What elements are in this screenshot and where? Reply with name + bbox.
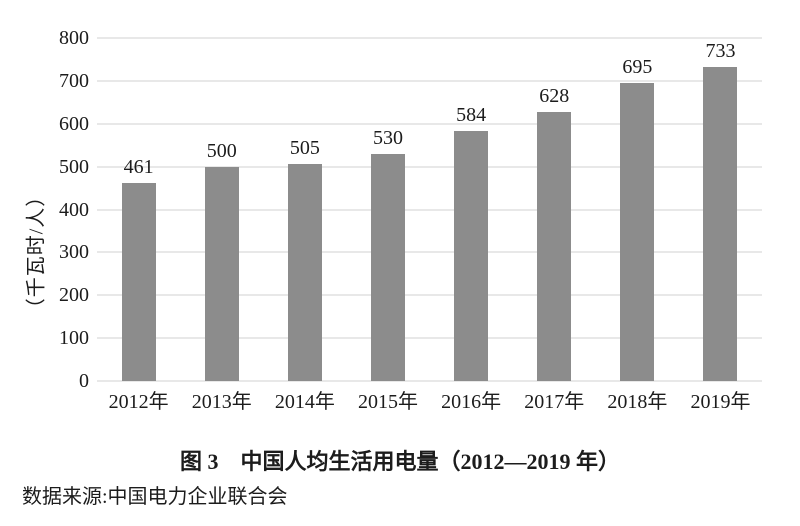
x-tick-label: 2012年 — [108, 391, 169, 413]
gridline — [97, 165, 762, 168]
bar — [370, 153, 405, 381]
gridline — [97, 37, 762, 39]
bar — [537, 111, 572, 381]
x-tick-label: 2013年 — [191, 391, 252, 413]
bar-value-label: 695 — [622, 56, 653, 79]
gridline — [97, 251, 762, 254]
gridline — [97, 294, 762, 297]
gridline — [97, 337, 762, 340]
bar-value-label: 584 — [456, 103, 487, 126]
y-tick-label: 200 — [59, 284, 89, 307]
bar-value-label: 733 — [705, 39, 736, 62]
bar-value-label: 530 — [372, 126, 403, 149]
y-tick-label: 100 — [59, 327, 89, 350]
x-tick-label: 2016年 — [441, 391, 502, 413]
bar-value-label: 500 — [206, 139, 237, 162]
x-tick-label: 2014年 — [274, 391, 335, 413]
bar — [454, 130, 489, 381]
x-tick-label: 2015年 — [357, 391, 418, 413]
x-tick-label: 2019年 — [690, 391, 751, 413]
gridline — [97, 380, 762, 382]
bar — [204, 166, 239, 381]
bar — [287, 164, 322, 381]
gridline — [97, 208, 762, 211]
bar-value-label: 461 — [123, 156, 154, 179]
y-tick-label: 400 — [59, 198, 89, 221]
y-tick-label: 500 — [59, 155, 89, 178]
y-tick-label: 600 — [59, 112, 89, 135]
source-note: 数据来源:中国电力企业联合会 — [22, 486, 288, 508]
x-tick-label: 2017年 — [524, 391, 585, 413]
x-axis: 2012年 2013年 2014年 2015年 2016年 2017年 2018年 2019年 — [97, 389, 762, 415]
plot-area: 461 500 505 530 584 628 695 733 — [97, 37, 762, 382]
y-tick-label: 700 — [59, 69, 89, 92]
y-axis: 0 100 200 300 400 500 600 700 800 — [29, 27, 89, 392]
y-tick-label: 800 — [59, 27, 89, 49]
y-tick-label: 0 — [79, 370, 89, 392]
gridline — [97, 122, 762, 125]
bar — [121, 183, 156, 381]
gridline — [97, 79, 762, 82]
chart-title: 图 3 中国人均生活用电量（2012—2019 年） — [179, 449, 620, 474]
bar — [703, 66, 738, 381]
x-tick-label: 2018年 — [607, 391, 668, 413]
bar-value-label: 505 — [289, 137, 320, 160]
bar-value-label: 628 — [539, 84, 570, 107]
y-tick-label: 300 — [59, 241, 89, 264]
bar — [620, 83, 655, 381]
